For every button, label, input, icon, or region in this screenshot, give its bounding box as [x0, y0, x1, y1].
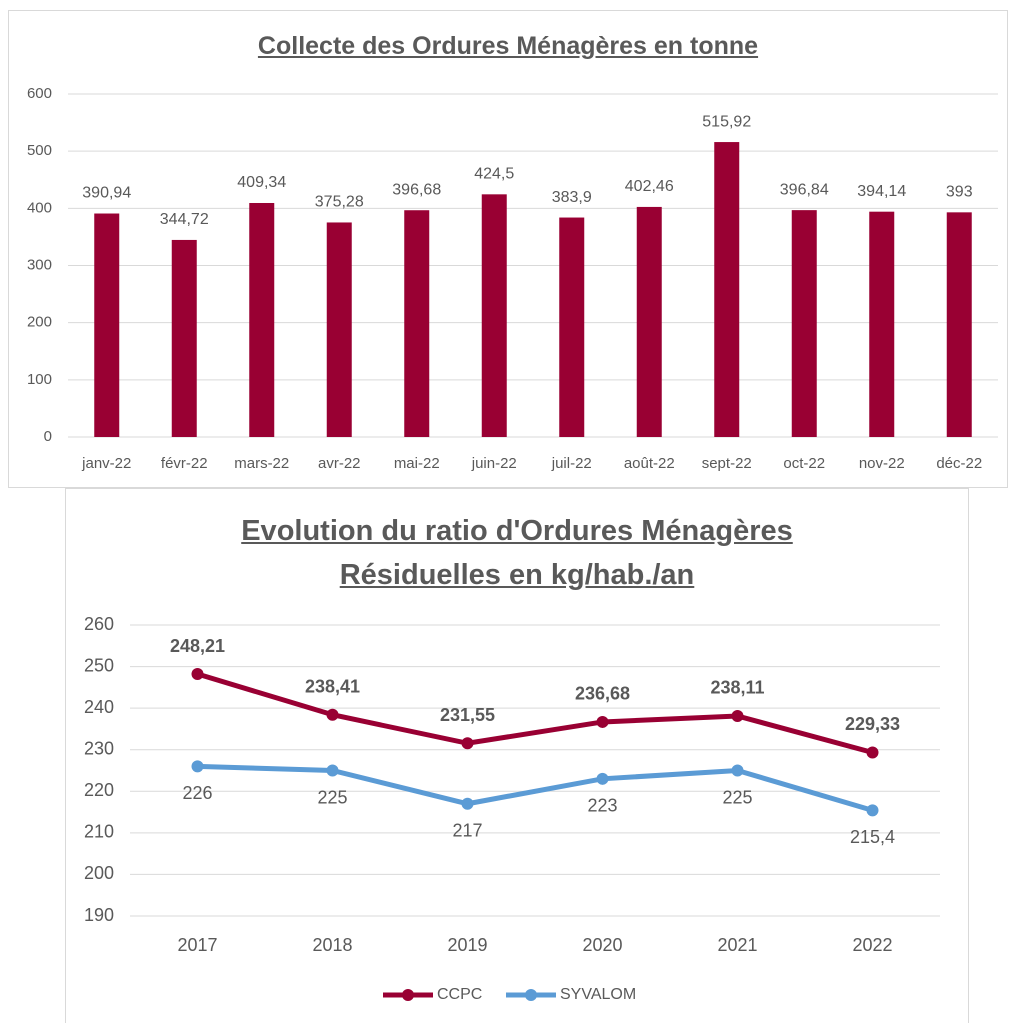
- data-label: 390,94: [82, 185, 131, 202]
- data-label: 238,11: [710, 678, 764, 698]
- data-label: 225: [317, 787, 347, 807]
- y-tick-label: 600: [27, 85, 52, 102]
- x-tick-label: févr-22: [161, 455, 208, 472]
- point: [461, 737, 474, 750]
- y-tick-label: 250: [84, 655, 114, 675]
- point: [866, 746, 879, 759]
- y-tick-label: 200: [27, 314, 52, 331]
- line: [196, 671, 874, 755]
- data-label: 394,14: [857, 183, 906, 200]
- x-tick-label: 2021: [717, 935, 757, 955]
- data-label: 409,34: [237, 174, 286, 191]
- chart-title: Collecte des Ordures Ménagères en tonne: [257, 32, 759, 60]
- x-tick-label: 2017: [177, 935, 217, 955]
- y-tick-label: 260: [84, 614, 114, 634]
- data-label: 393: [946, 184, 973, 201]
- point: [461, 797, 474, 810]
- bar: [714, 142, 740, 437]
- point: [326, 708, 339, 721]
- data-label: 236,68: [575, 684, 630, 704]
- point: [866, 804, 879, 817]
- data-label: 238,41: [305, 677, 360, 697]
- point: [191, 668, 204, 681]
- data-label: 231,55: [440, 705, 495, 725]
- point: [731, 764, 744, 777]
- x-tick-label: déc-22: [936, 455, 982, 472]
- bar: [171, 239, 197, 437]
- y-tick-label: 300: [27, 256, 52, 273]
- legend-label: SYVALOM: [560, 986, 636, 1003]
- data-label: 383,9: [552, 189, 592, 206]
- bar: [869, 211, 895, 437]
- y-tick-label: 190: [84, 905, 114, 925]
- data-label: 402,46: [625, 178, 674, 195]
- x-tick-label: 2022: [852, 935, 892, 955]
- x-tick-label: oct-22: [783, 455, 825, 472]
- bar: [559, 217, 585, 437]
- x-tick-label: mars-22: [234, 455, 289, 472]
- bar: [481, 194, 507, 437]
- y-tick-label: 240: [84, 697, 114, 717]
- data-label: 396,84: [780, 181, 829, 198]
- bar: [404, 210, 430, 437]
- data-label: 217: [452, 821, 482, 841]
- y-tick-label: 200: [84, 863, 114, 883]
- point: [596, 772, 609, 785]
- y-tick-label: 100: [27, 371, 52, 388]
- bar: [791, 210, 817, 437]
- point: [596, 715, 609, 728]
- x-tick-label: juil-22: [551, 455, 592, 472]
- x-tick-label: mai-22: [394, 455, 440, 472]
- data-label: 226: [182, 783, 212, 803]
- data-label: 223: [587, 796, 617, 816]
- chart-frame: [8, 10, 1008, 488]
- legend-marker: [525, 989, 537, 1001]
- data-label: 515,92: [702, 113, 751, 130]
- y-tick-label: 210: [84, 822, 114, 842]
- legend-label: CCPC: [437, 986, 482, 1003]
- line: [197, 763, 874, 813]
- legend-marker: [402, 989, 414, 1001]
- x-tick-label: nov-22: [859, 455, 905, 472]
- bar: [249, 202, 275, 437]
- data-label: 215,4: [850, 827, 895, 847]
- x-tick-label: juin-22: [471, 455, 517, 472]
- x-tick-label: avr-22: [318, 455, 361, 472]
- data-label: 396,68: [392, 181, 441, 198]
- chart-frame: [65, 488, 969, 1023]
- x-tick-label: 2018: [312, 935, 352, 955]
- point: [731, 709, 744, 722]
- y-tick-label: 400: [27, 199, 52, 216]
- y-tick-label: 230: [84, 738, 114, 758]
- y-tick-label: 500: [27, 142, 52, 159]
- data-label: 229,33: [845, 714, 900, 734]
- y-tick-label: 0: [44, 428, 52, 445]
- point: [326, 764, 339, 777]
- x-tick-label: 2019: [447, 935, 487, 955]
- data-label: 225: [722, 787, 752, 807]
- x-tick-label: 2020: [582, 935, 622, 955]
- x-tick-label: sept-22: [702, 455, 752, 472]
- point: [191, 760, 204, 773]
- bar: [946, 212, 972, 437]
- data-label: 344,72: [160, 211, 209, 228]
- y-tick-label: 220: [84, 780, 114, 800]
- data-label: 248,21: [170, 636, 225, 656]
- bar: [636, 206, 662, 437]
- chart-title: Evolution du ratio d'Ordures Ménagères R…: [241, 515, 793, 591]
- x-tick-label: janv-22: [81, 455, 131, 472]
- data-label: 375,28: [315, 194, 364, 211]
- bar: [94, 213, 120, 437]
- bar: [326, 222, 352, 437]
- data-label: 424,5: [474, 166, 514, 183]
- x-tick-label: août-22: [624, 455, 675, 472]
